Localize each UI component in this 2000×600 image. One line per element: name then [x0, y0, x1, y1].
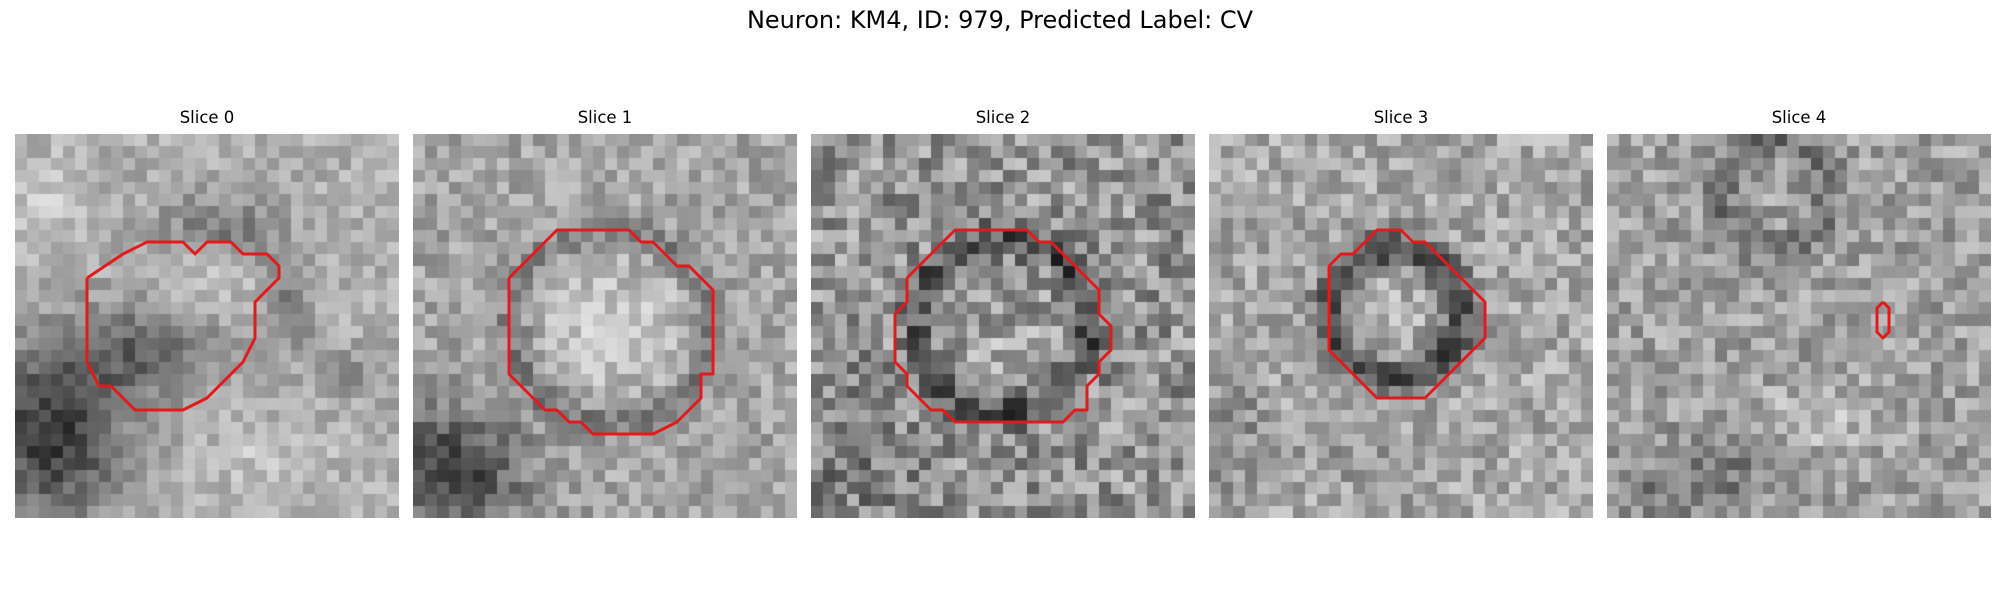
slice-title: Slice 4 — [1771, 108, 1827, 127]
slice-image — [15, 134, 399, 518]
slice-image — [1607, 134, 1991, 518]
segmentation-contour — [893, 228, 1113, 424]
slice-title: Slice 2 — [975, 108, 1031, 127]
slice-title: Slice 3 — [1373, 108, 1429, 127]
slice-image — [811, 134, 1195, 518]
slice-title: Slice 1 — [577, 108, 633, 127]
segmentation-contour — [1327, 228, 1487, 400]
segmentation-contour — [1875, 300, 1891, 340]
figure-title: Neuron: KM4, ID: 979, Predicted Label: C… — [746, 6, 1254, 34]
slice-image — [413, 134, 797, 518]
segmentation-contour — [507, 228, 715, 436]
slice-image — [1209, 134, 1593, 518]
slice-title: Slice 0 — [179, 108, 235, 127]
segmentation-contour — [85, 240, 281, 412]
